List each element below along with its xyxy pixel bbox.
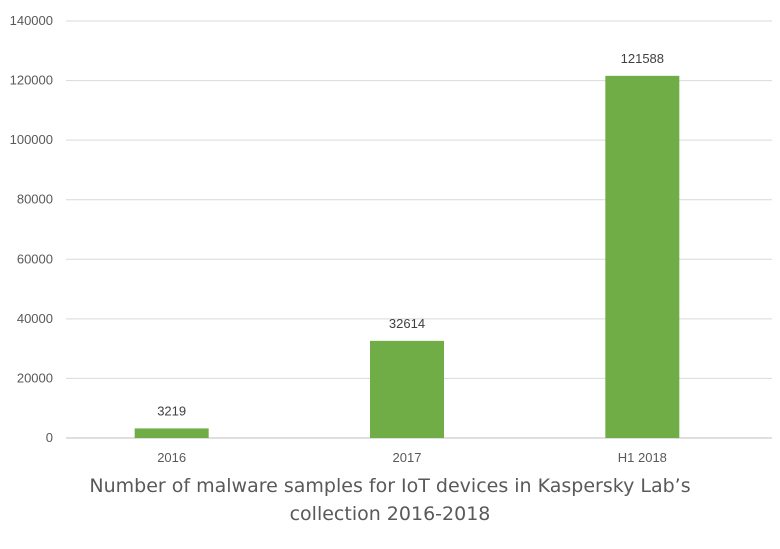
y-tick-label: 120000 <box>10 73 53 88</box>
data-label: 121588 <box>621 51 664 66</box>
x-tick-label: 2017 <box>393 450 422 465</box>
y-tick-label: 100000 <box>10 132 53 147</box>
data-label: 32614 <box>389 316 425 331</box>
bar <box>370 340 444 438</box>
y-tick-label: 60000 <box>17 251 53 266</box>
y-tick-label: 80000 <box>17 192 53 207</box>
x-tick-label: H1 2018 <box>618 450 667 465</box>
chart-caption-line-1: Number of malware samples for IoT device… <box>89 475 691 497</box>
bar <box>134 428 209 438</box>
x-tick-label: 2016 <box>157 450 186 465</box>
chart-caption-line-2: collection 2016-2018 <box>289 503 491 525</box>
y-tick-label: 40000 <box>17 311 53 326</box>
y-tick-label: 0 <box>46 430 53 445</box>
bar <box>605 75 680 438</box>
y-tick-label: 20000 <box>17 370 53 385</box>
y-tick-label: 140000 <box>10 13 53 28</box>
data-label: 3219 <box>157 403 186 418</box>
